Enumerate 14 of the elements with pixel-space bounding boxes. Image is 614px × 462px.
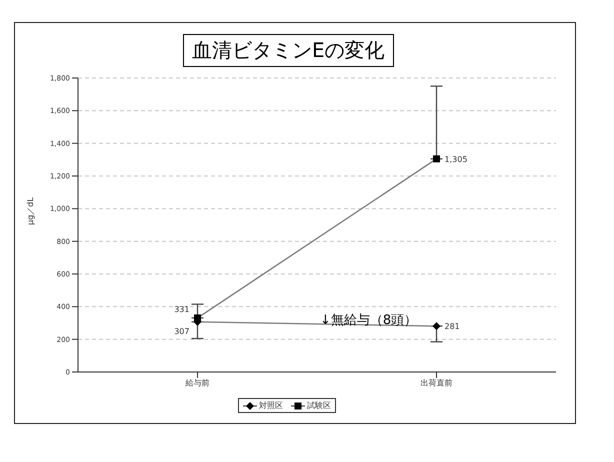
x-tick-label: 出荷直前	[420, 378, 452, 388]
legend-label: 試験区	[306, 400, 331, 411]
data-label: 281	[444, 322, 460, 332]
data-label: 331	[174, 304, 190, 314]
data-label: 1,305	[444, 154, 468, 164]
legend-label: 対照区	[258, 400, 283, 411]
point	[432, 322, 440, 330]
data-label: 307	[174, 326, 190, 336]
y-axis-title: μg／dL	[26, 196, 35, 225]
x-tick-label: 給与前	[184, 378, 210, 388]
point	[194, 314, 201, 322]
point	[433, 155, 440, 162]
annotation: ↓無給与（8頭）	[320, 312, 418, 329]
chart-title: 血清ビタミンEの変化	[183, 34, 394, 67]
